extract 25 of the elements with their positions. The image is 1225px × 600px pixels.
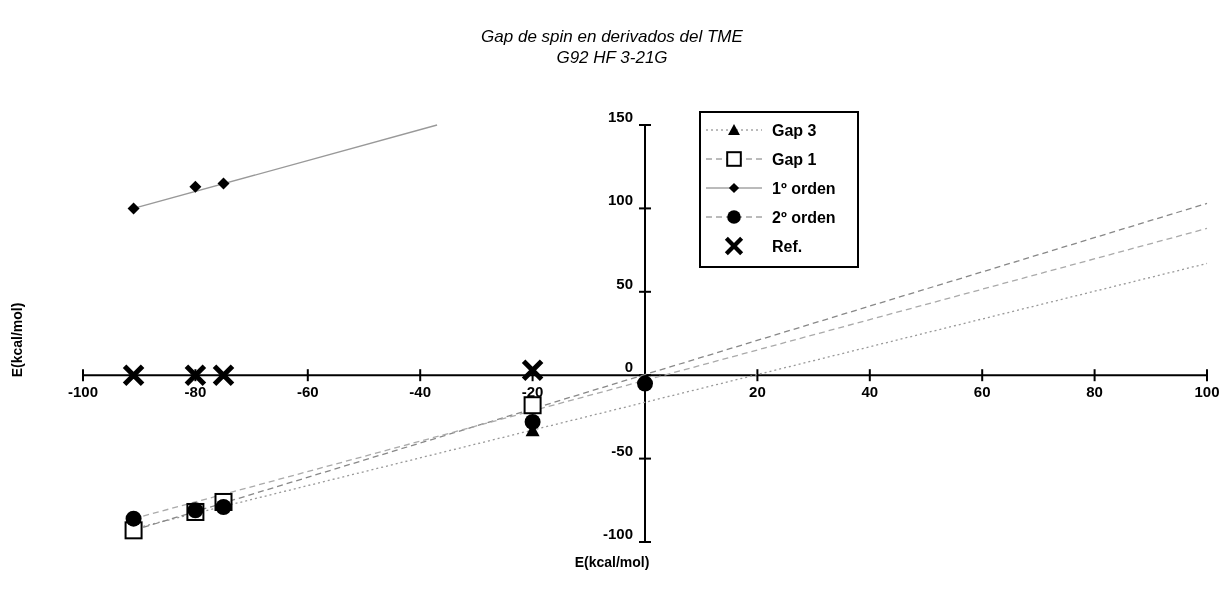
y-tick-label: -100 (602, 525, 633, 542)
x-tick-label: -80 (184, 383, 207, 401)
legend-label: Gap 1 (772, 151, 817, 168)
legend-label: Ref. (772, 238, 803, 255)
x-axis-title: E(kcal/mol) (574, 554, 650, 570)
y-tick-label: -50 (611, 441, 633, 459)
x-tick-label: 100 (1194, 383, 1220, 401)
x-tick-label: 60 (973, 383, 991, 401)
chart-subtitle: G92 HF 3-21G (556, 48, 668, 67)
y-tick-label: 100 (607, 191, 633, 209)
x-tick-label: 80 (1086, 383, 1103, 401)
y-tick-label: 150 (607, 108, 633, 125)
x-tick-label: -100 (67, 383, 99, 401)
y-axis-title: E(kcal/mol) (9, 302, 25, 378)
y-tick-label: 50 (616, 274, 633, 292)
legend-label: 1º orden (772, 180, 836, 197)
x-tick-label: 20 (749, 383, 766, 401)
chart-title: Gap de spin en derivados del TME (481, 27, 744, 46)
x-tick-label: -20 (521, 383, 544, 401)
x-tick-label: -40 (409, 383, 432, 401)
legend-label: Gap 3 (772, 122, 817, 139)
legend-label: 2º orden (772, 209, 836, 226)
x-tick-label: -60 (296, 383, 319, 401)
x-tick-label: 40 (861, 383, 879, 401)
y-tick-label: 0 (624, 358, 633, 376)
